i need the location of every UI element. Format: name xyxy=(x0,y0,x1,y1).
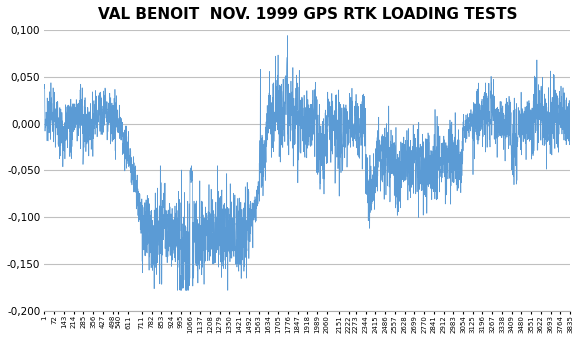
Title: VAL BENOIT  NOV. 1999 GPS RTK LOADING TESTS: VAL BENOIT NOV. 1999 GPS RTK LOADING TES… xyxy=(97,7,517,22)
